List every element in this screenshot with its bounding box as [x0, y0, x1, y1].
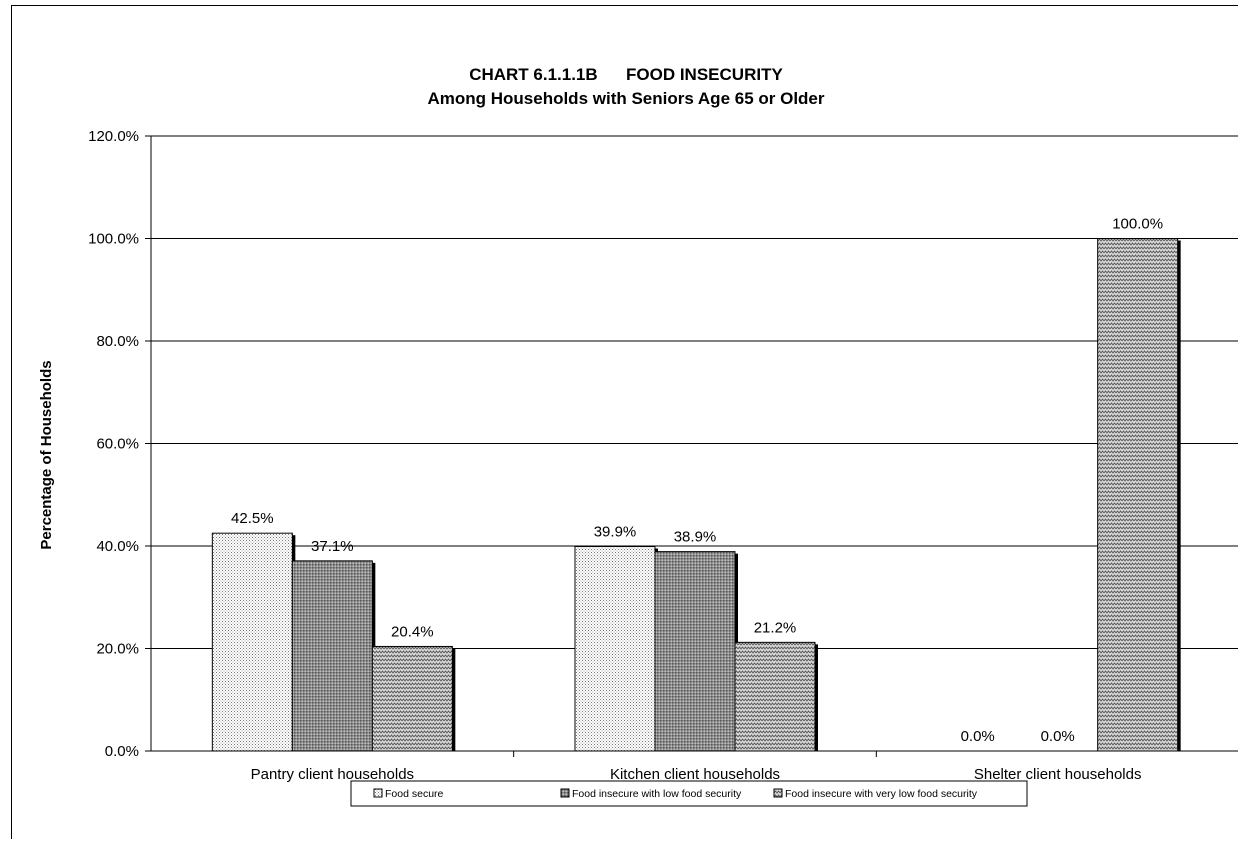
axes: [150, 136, 1238, 752]
chart-frame: CHART 6.1.1.1B FOOD INSECURITY Among Hou…: [11, 5, 1238, 839]
data-label: 38.9%: [674, 529, 717, 546]
data-label: 20.4%: [391, 623, 434, 640]
legend-swatch: [560, 788, 570, 798]
bar: [1097, 238, 1179, 752]
x-category-label: Kitchen client households: [610, 766, 780, 783]
y-tick-label: 0.0%: [105, 743, 139, 760]
bar: [574, 546, 656, 752]
bar: [211, 532, 293, 752]
data-label: 0.0%: [1041, 728, 1075, 745]
data-label: 42.5%: [231, 510, 274, 527]
legend-label: Food insecure with very low food securit…: [785, 788, 978, 800]
x-category-label: Shelter client households: [974, 766, 1142, 783]
legend-label: Food insecure with low food security: [572, 788, 742, 800]
y-tick-label: 20.0%: [96, 641, 139, 658]
chart-svg: CHART 6.1.1.1B FOOD INSECURITY Among Hou…: [38, 65, 1238, 807]
gridlines: [151, 135, 1238, 649]
data-label: 39.9%: [594, 524, 637, 541]
y-tick-label: 100.0%: [88, 231, 139, 248]
x-axis-categories: Pantry client households Kitchen client h…: [251, 751, 1142, 783]
legend-label: Food secure: [385, 788, 444, 800]
legend-box: [350, 780, 1028, 807]
y-tick-label: 60.0%: [96, 436, 139, 453]
legend-swatch: [773, 788, 783, 798]
bar: [734, 641, 816, 752]
legend: Food secure Food insecure with low food s…: [350, 780, 1028, 807]
x-category-label: Pantry client households: [251, 766, 414, 783]
bar: [291, 560, 373, 752]
y-tick-label: 80.0%: [96, 333, 139, 350]
legend-swatch: [373, 788, 383, 798]
bar: [654, 551, 736, 752]
chart-title: CHART 6.1.1.1B FOOD INSECURITY: [469, 65, 783, 84]
chart-subtitle: Among Households with Seniors Age 65 or …: [427, 89, 824, 108]
data-label: 0.0%: [961, 728, 995, 745]
data-label: 37.1%: [311, 538, 354, 555]
y-tick-label: 40.0%: [96, 538, 139, 555]
bars: [211, 238, 1181, 752]
data-labels: 42.5% 37.1% 20.4% 39.9% 38.9% 21.2% 0.0% 0.0% 10…: [231, 216, 1163, 746]
data-label: 21.2%: [754, 619, 797, 636]
y-axis-ticks: 0.0% 20.0% 40.0% 60.0% 80.0% 100.0% 120.0%: [88, 128, 151, 760]
data-label: 100.0%: [1112, 216, 1163, 233]
bar: [371, 645, 453, 752]
y-axis-label: Percentage of Households: [38, 360, 55, 549]
y-tick-label: 120.0%: [88, 128, 139, 145]
